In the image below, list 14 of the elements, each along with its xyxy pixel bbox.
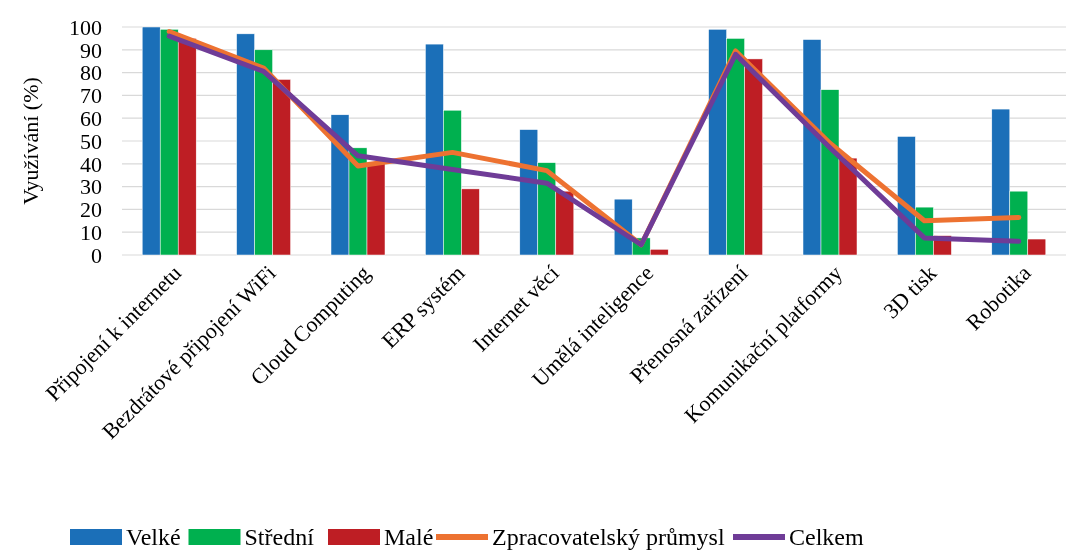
y-axis-title: Využívání (%) [18,77,43,205]
legend-label: Celkem [789,524,864,550]
x-tick-label: 3D tisk [878,260,942,324]
y-tick-label: 80 [80,60,102,86]
legend-label: Zpracovatelský průmysl [492,524,725,550]
y-tick-label: 0 [91,242,102,268]
legend-label: Střední [244,524,315,550]
y-tick-label: 50 [80,128,102,154]
y-tick-label: 40 [80,151,102,177]
y-tick-label: 100 [69,14,102,40]
legend-label: Velké [126,524,181,550]
y-tick-label: 30 [80,174,102,200]
y-tick-label: 90 [80,37,102,63]
legend-label: Malé [384,524,434,550]
